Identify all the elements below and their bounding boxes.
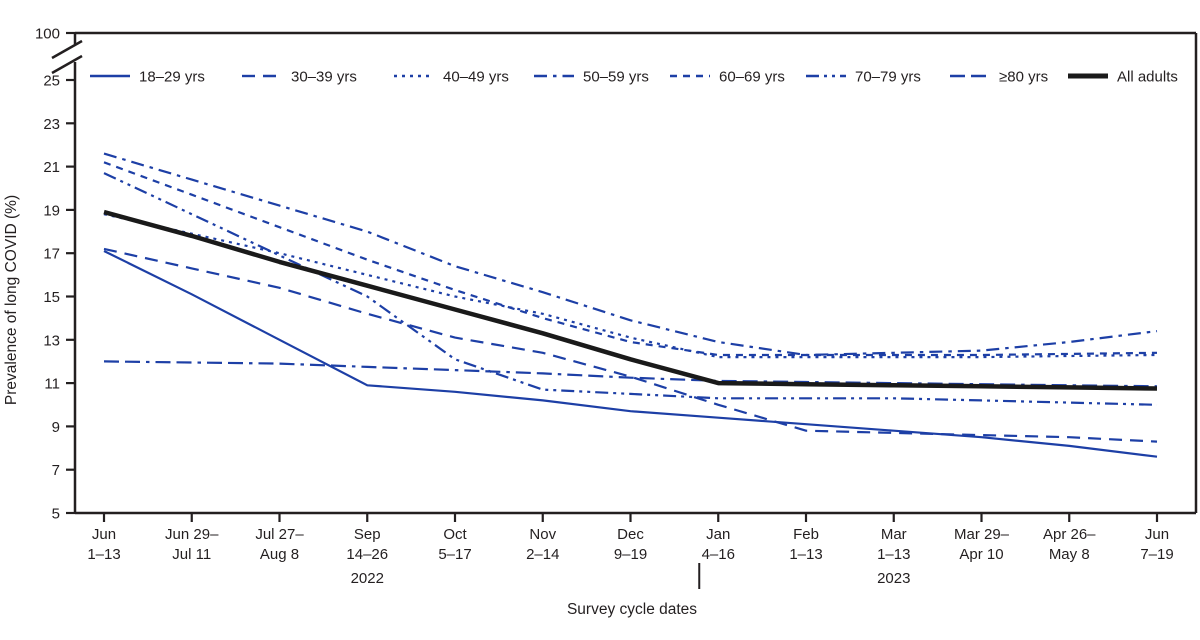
y-tick-label: 13 — [43, 332, 60, 349]
y-tick-label: 15 — [43, 289, 60, 306]
y-axis-title: Prevalence of long COVID (%) — [3, 195, 20, 405]
legend-item-all-adults: All adults — [1068, 69, 1178, 86]
x-tick-label-line1: Apr 26– — [1043, 526, 1096, 543]
y-tick-label: 9 — [52, 419, 60, 436]
y-tick-label: 23 — [43, 116, 60, 133]
x-tick-label-line1: Jan — [706, 526, 730, 543]
legend-item-50-59: 50–59 yrs — [534, 69, 649, 86]
legend-item-18-29: 18–29 yrs — [90, 69, 205, 86]
x-tick-label-line2: Apr 10 — [959, 546, 1003, 563]
x-tick-label-line2: 2–14 — [526, 546, 559, 563]
y-tick-label: 21 — [43, 159, 60, 176]
y-tick-label-100: 100 — [35, 26, 60, 43]
x-tick-label-line2: 7–19 — [1140, 546, 1173, 563]
x-tick-label-line1: Jul 27– — [255, 526, 304, 543]
legend-label-80-plus: ≥80 yrs — [999, 69, 1048, 86]
axis-break-slash — [51, 54, 83, 75]
x-tick-label-line1: Sep — [354, 526, 381, 543]
series-line-70-79 — [103, 172, 1158, 406]
y-tick-label: 25 — [43, 73, 60, 90]
x-tick-label-line1: Oct — [443, 526, 467, 543]
axis-break-slash — [51, 39, 83, 60]
series-line-80-plus — [103, 360, 1158, 388]
x-tick-label-line2: 1–13 — [789, 546, 822, 563]
legend-item-30-39: 30–39 yrs — [242, 69, 357, 86]
y-tick-label: 5 — [52, 506, 60, 523]
y-tick-label: 7 — [52, 462, 60, 479]
x-axis: Jun 1–13 Jun 29– Jul 11 Jul 27– Aug 8 Sep 14–26… — [87, 513, 1174, 589]
series-lines — [103, 152, 1158, 458]
x-axis-title: Survey cycle dates — [567, 601, 697, 618]
x-tick-label-line1: Mar — [881, 526, 907, 543]
legend-item-60-69: 60–69 yrs — [670, 69, 785, 86]
legend-label-50-59: 50–59 yrs — [583, 69, 649, 86]
x-tick-label-line1: Mar 29– — [954, 526, 1010, 543]
x-tick-label-line2: May 8 — [1049, 546, 1090, 563]
y-axis: 5 7 9 11 13 15 17 19 21 23 25 100 — [35, 26, 75, 523]
series-line-18-29 — [103, 250, 1158, 458]
series-line-30-39 — [103, 247, 1158, 443]
x-tick-label-line2: 1–13 — [877, 546, 910, 563]
x-tick-label-line2: 4–16 — [702, 546, 735, 563]
x-tick-label-line2: 5–17 — [438, 546, 471, 563]
x-tick-label-line2: 14–26 — [346, 546, 388, 563]
x-tick-label-line1: Feb — [793, 526, 819, 543]
x-tick-label-line1: Jun 29– — [165, 526, 219, 543]
legend-label-all-adults: All adults — [1117, 69, 1178, 86]
y-tick-label: 17 — [43, 246, 60, 263]
plot-frame — [51, 31, 1198, 515]
x-tick-label-line1: Nov — [529, 526, 556, 543]
series-line-all-adults — [103, 209, 1158, 391]
x-tick-label-line1: Dec — [617, 526, 644, 543]
x-tick-label-line1: Jun — [92, 526, 116, 543]
legend: 18–29 yrs 30–39 yrs 40–49 yrs 50–59 yrs 60–6… — [90, 69, 1178, 86]
x-tick-label-line1: Jun — [1145, 526, 1169, 543]
legend-item-70-79: 70–79 yrs — [806, 69, 921, 86]
legend-label-60-69: 60–69 yrs — [719, 69, 785, 86]
legend-label-70-79: 70–79 yrs — [855, 69, 921, 86]
y-tick-label: 19 — [43, 202, 60, 219]
x-tick-label-line2: Aug 8 — [260, 546, 299, 563]
legend-item-40-49: 40–49 yrs — [394, 69, 509, 86]
series-line-60-69 — [103, 161, 1158, 357]
x-tick-label-line2: 1–13 — [87, 546, 120, 563]
year-label: 2022 — [351, 570, 384, 587]
legend-label-30-39: 30–39 yrs — [291, 69, 357, 86]
y-tick-label: 11 — [44, 376, 60, 393]
x-tick-label-line2: Jul 11 — [172, 546, 211, 563]
series-line-40-49 — [103, 213, 1158, 359]
legend-label-40-49: 40–49 yrs — [443, 69, 509, 86]
x-tick-label-line2: 9–19 — [614, 546, 647, 563]
year-label: 2023 — [877, 570, 910, 587]
series-line-50-59 — [103, 152, 1158, 357]
legend-label-18-29: 18–29 yrs — [139, 69, 205, 86]
legend-item-80-plus: ≥80 yrs — [950, 69, 1048, 86]
